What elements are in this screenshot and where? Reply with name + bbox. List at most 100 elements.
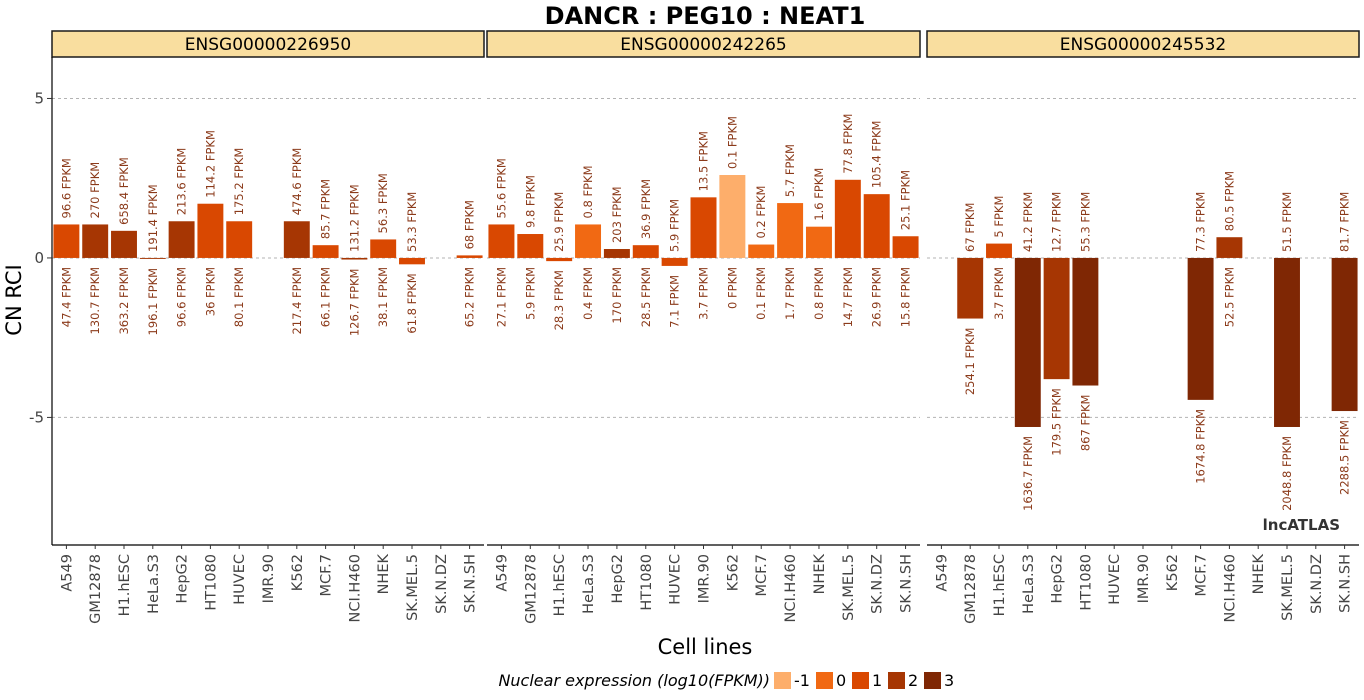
bar [399, 257, 425, 265]
bar [341, 257, 368, 260]
bar [53, 224, 80, 258]
bar-label-cyto: 270 FPKM [88, 162, 102, 219]
bar-label-cyto: 12.7 FPKM [1050, 192, 1064, 252]
bar-label-cyto: 114.2 FPKM [203, 130, 217, 198]
bar [226, 221, 253, 258]
bar [488, 224, 515, 258]
bar-label-cyto: 213.6 FPKM [175, 148, 189, 216]
x-tick-label: GM12878 [523, 554, 539, 624]
legend-swatch [816, 672, 833, 689]
x-tick-label: H1.hESC [117, 554, 133, 616]
bar [834, 179, 861, 258]
bar-label-nuclear: 1.7 FPKM [783, 267, 797, 320]
bar [517, 234, 544, 258]
x-tick-label: K562 [725, 554, 741, 591]
bar-label-nuclear: 38.1 FPKM [376, 267, 390, 327]
x-tick-label: HeLa.S3 [1021, 554, 1037, 614]
bar-label-nuclear: 15.8 FPKM [899, 267, 913, 327]
bar [690, 197, 717, 258]
bar-label-nuclear: 26.9 FPKM [870, 267, 884, 327]
x-tick-label: SK.MEL.5 [1280, 554, 1296, 621]
bar-label-cyto: 81.7 FPKM [1338, 192, 1352, 252]
bar-label-cyto: 51.5 FPKM [1280, 192, 1294, 252]
bar-label-nuclear: 363.2 FPKM [117, 267, 131, 335]
bar-label-cyto: 203 FPKM [610, 186, 624, 243]
x-tick-label: SK.MEL.5 [405, 554, 421, 621]
facet-strip [51, 30, 485, 58]
x-tick-label: HepG2 [1050, 554, 1066, 604]
bar-label-nuclear: 170 FPKM [610, 267, 624, 324]
bar-label-nuclear: 196.1 FPKM [146, 268, 160, 336]
bar-label-nuclear: 66.1 FPKM [319, 267, 333, 327]
bar-label-cyto: 96.6 FPKM [59, 158, 73, 218]
bar [82, 224, 109, 258]
bar-label-nuclear: 130.7 FPKM [88, 267, 102, 335]
bar-label-nuclear: 1674.8 FPKM [1194, 409, 1208, 484]
bar-label-cyto: 55.3 FPKM [1078, 192, 1092, 252]
bar-label-nuclear: 7.1 FPKM [668, 275, 682, 328]
bar [957, 257, 984, 319]
x-tick-label: A549 [494, 554, 510, 592]
legend-label: 0 [836, 671, 846, 690]
bar-label-nuclear: 65.2 FPKM [463, 267, 477, 327]
bar-label-nuclear: 47.4 FPKM [59, 267, 73, 327]
legend-swatch [888, 672, 905, 689]
legend-label: 1 [872, 671, 882, 690]
bar-label-nuclear: 28.5 FPKM [639, 267, 653, 327]
x-tick-label: HUVEC [668, 554, 684, 605]
x-tick-label: HUVEC [1107, 554, 1123, 605]
x-tick-label: SK.N.DZ [1309, 554, 1325, 614]
bar-label-cyto: 0.8 FPKM [581, 165, 595, 218]
bar-label-nuclear: 27.1 FPKM [494, 267, 508, 327]
bar [283, 221, 310, 258]
bar [575, 224, 602, 258]
y-axis-label: CN RCI [2, 264, 26, 335]
bar-label-nuclear: 0 FPKM [725, 267, 739, 309]
bar [1331, 257, 1358, 412]
x-tick-label: NHEK [812, 554, 828, 595]
chart-title: DANCR : PEG10 : NEAT1 [545, 2, 866, 30]
bar-label-nuclear: 179.5 FPKM [1050, 388, 1064, 456]
bar-label-cyto: 105.4 FPKM [870, 121, 884, 189]
x-tick-label: H1.hESC [992, 554, 1008, 616]
bar [1072, 257, 1099, 386]
bar [1274, 257, 1300, 427]
x-tick-label: HT1080 [1078, 554, 1094, 611]
bar-label-cyto: 80.5 FPKM [1222, 171, 1236, 231]
bar [312, 245, 339, 258]
bar-label-nuclear: 2288.5 FPKM [1338, 420, 1352, 495]
bar-label-nuclear: 2048.8 FPKM [1280, 436, 1294, 511]
bar-label-nuclear: 0.4 FPKM [581, 267, 595, 320]
bar-label-cyto: 0.1 FPKM [725, 116, 739, 169]
bar [370, 239, 397, 258]
bar-label-cyto: 41.2 FPKM [1021, 192, 1035, 252]
bar-label-nuclear: 3.7 FPKM [697, 267, 711, 320]
bar [748, 244, 775, 258]
x-tick-label: GM12878 [88, 554, 104, 624]
bar-label-cyto: 5.7 FPKM [783, 144, 797, 197]
bar-label-nuclear: 61.8 FPKM [405, 273, 419, 333]
bar-label-cyto: 55.6 FPKM [494, 158, 508, 218]
bar [139, 257, 166, 259]
x-tick-label: NHEK [376, 554, 392, 595]
x-tick-label: H1.hESC [552, 554, 568, 616]
bar-label-nuclear: 126.7 FPKM [347, 269, 361, 337]
bar-label-nuclear: 14.7 FPKM [841, 267, 855, 327]
facet-panel: ENSG00000245532 A549 67 FPKM 254.1 FPKM GM12… [926, 30, 1360, 624]
bar [777, 203, 804, 258]
x-tick-label: GM12878 [963, 554, 979, 624]
bar-label-cyto: 68 FPKM [463, 200, 477, 249]
x-tick-label: IMR.90 [261, 554, 277, 603]
x-tick-label: HepG2 [175, 554, 191, 604]
bar-label-cyto: 36.9 FPKM [639, 179, 653, 239]
bar [1187, 257, 1214, 400]
bar-label-cyto: 0.2 FPKM [754, 186, 768, 239]
facet-strip-label: ENSG00000242265 [620, 35, 786, 55]
x-tick-label: SK.N.DZ [870, 554, 886, 614]
x-tick-label: HeLa.S3 [581, 554, 597, 614]
facet-strip [486, 30, 921, 58]
facet-panel: ENSG00000242265 55.6 FPKM 27.1 FPKM A549 9.8… [486, 30, 921, 624]
bar [603, 249, 630, 258]
bar [1216, 237, 1243, 258]
